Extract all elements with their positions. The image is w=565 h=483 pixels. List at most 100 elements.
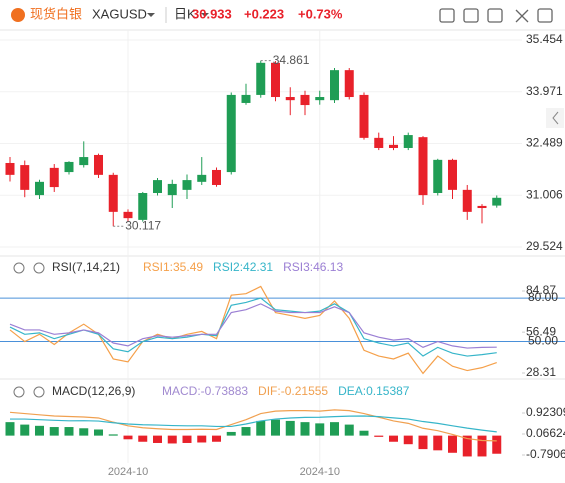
annotation: 30.117 [125, 218, 161, 232]
candle-body [226, 94, 236, 173]
collapse-arrow[interactable] [552, 111, 559, 125]
symbol[interactable]: XAGUSD [92, 6, 147, 21]
macd-bar [403, 435, 413, 445]
indicator-title: MACD(12,26,9) [52, 384, 135, 398]
indicator-line [9, 409, 497, 442]
rsi-controls [13, 262, 45, 398]
logo-icon [11, 8, 25, 22]
macd-bar [448, 435, 457, 453]
candle-body [182, 180, 192, 190]
collapse-button[interactable] [546, 108, 564, 128]
candle-body [20, 165, 30, 190]
macd-bar [35, 425, 44, 436]
candle-body [433, 159, 443, 194]
macd-bar [315, 423, 325, 436]
legend-entry: RSI2:42.31 [213, 260, 273, 274]
y-tick-label: 28.31 [526, 365, 556, 379]
candle-body [315, 97, 325, 101]
y-tick-label: 32.489 [526, 136, 563, 150]
candle-body [359, 94, 369, 138]
candle-tool[interactable] [487, 8, 503, 23]
candle-body [462, 189, 472, 212]
y-tick-label: 31.006 [526, 187, 563, 201]
annotation: 34.861 [273, 53, 310, 67]
macd-bar [359, 430, 369, 436]
y-tick-label: 33.971 [526, 84, 563, 98]
indicator-tool[interactable] [463, 8, 479, 23]
legend-entry: DEA:0.15387 [338, 384, 410, 398]
candle-body [49, 167, 59, 188]
indicator-title: RSI(7,14,21) [52, 260, 120, 274]
macd-bar [94, 429, 103, 436]
candle-body [153, 180, 162, 194]
candle-body [241, 94, 251, 103]
x-tick-label: 2024-10 [108, 466, 148, 478]
candle-body [79, 157, 89, 166]
macd-bar [433, 435, 443, 451]
indicator-line [9, 297, 497, 357]
macd-bar [64, 427, 74, 436]
y-tick-label: -0.79061 [526, 447, 565, 461]
macd-bar [5, 422, 15, 436]
macd-bar [108, 434, 118, 436]
macd-bar [300, 422, 310, 436]
macd-bar [226, 431, 236, 436]
legend-entry: MACD:-0.73883 [162, 384, 248, 398]
candle-body [418, 137, 428, 196]
candle-body [5, 162, 15, 175]
macd-bar [49, 427, 59, 436]
legend-entry: RSI3:46.13 [283, 260, 343, 274]
change: +0.223 [244, 6, 284, 21]
candle-body [35, 181, 44, 196]
candle-body [448, 159, 457, 190]
dropdown-arrow[interactable] [147, 13, 155, 17]
macd-bar [123, 435, 133, 440]
macd-bar [256, 420, 266, 436]
macd-bar [477, 435, 487, 457]
gear-icon[interactable] [33, 386, 45, 398]
indicator-line [10, 415, 497, 433]
candle-body [167, 183, 177, 196]
candle-body [94, 154, 103, 175]
y-tick-label: 35.454 [526, 32, 563, 46]
macd-bar [138, 435, 148, 442]
macd-bar [374, 435, 384, 437]
macd-bar [389, 435, 398, 442]
reference-label: 50.00 [528, 334, 558, 348]
macd-bar [197, 435, 207, 443]
eye-icon[interactable] [13, 386, 25, 398]
indicator-line [9, 285, 497, 375]
macd-bar [79, 428, 89, 436]
candle-body [477, 205, 487, 209]
indicator-line [9, 303, 497, 349]
candle-body [64, 161, 74, 173]
macd-bar [418, 435, 428, 450]
candle-body [389, 144, 398, 148]
macd-bar [20, 424, 30, 436]
candle-body [271, 62, 280, 98]
candle-body [138, 193, 148, 220]
candle-body [108, 174, 118, 212]
settings-tool[interactable] [537, 8, 553, 23]
period[interactable]: 日K [174, 6, 196, 21]
dropdown-arrow[interactable] [201, 13, 209, 17]
price: 30.933 [192, 6, 232, 21]
gear-icon[interactable] [33, 262, 45, 274]
macd-bar [182, 435, 192, 443]
macd-bar [462, 435, 472, 457]
macd-bar [167, 435, 177, 444]
change-percent: +0.73% [298, 6, 343, 21]
candle-body [285, 97, 295, 101]
fullscreen-tool[interactable] [515, 9, 529, 23]
macd-bar [271, 419, 280, 436]
instrument-name: 现货白银 [30, 6, 82, 21]
candle-body [374, 137, 384, 148]
candle-body [403, 135, 413, 148]
macd-bar [212, 435, 221, 442]
candle-body [256, 62, 266, 95]
draw-tool[interactable] [439, 8, 455, 23]
eye-icon[interactable] [13, 262, 25, 274]
macd-bar [344, 424, 354, 436]
